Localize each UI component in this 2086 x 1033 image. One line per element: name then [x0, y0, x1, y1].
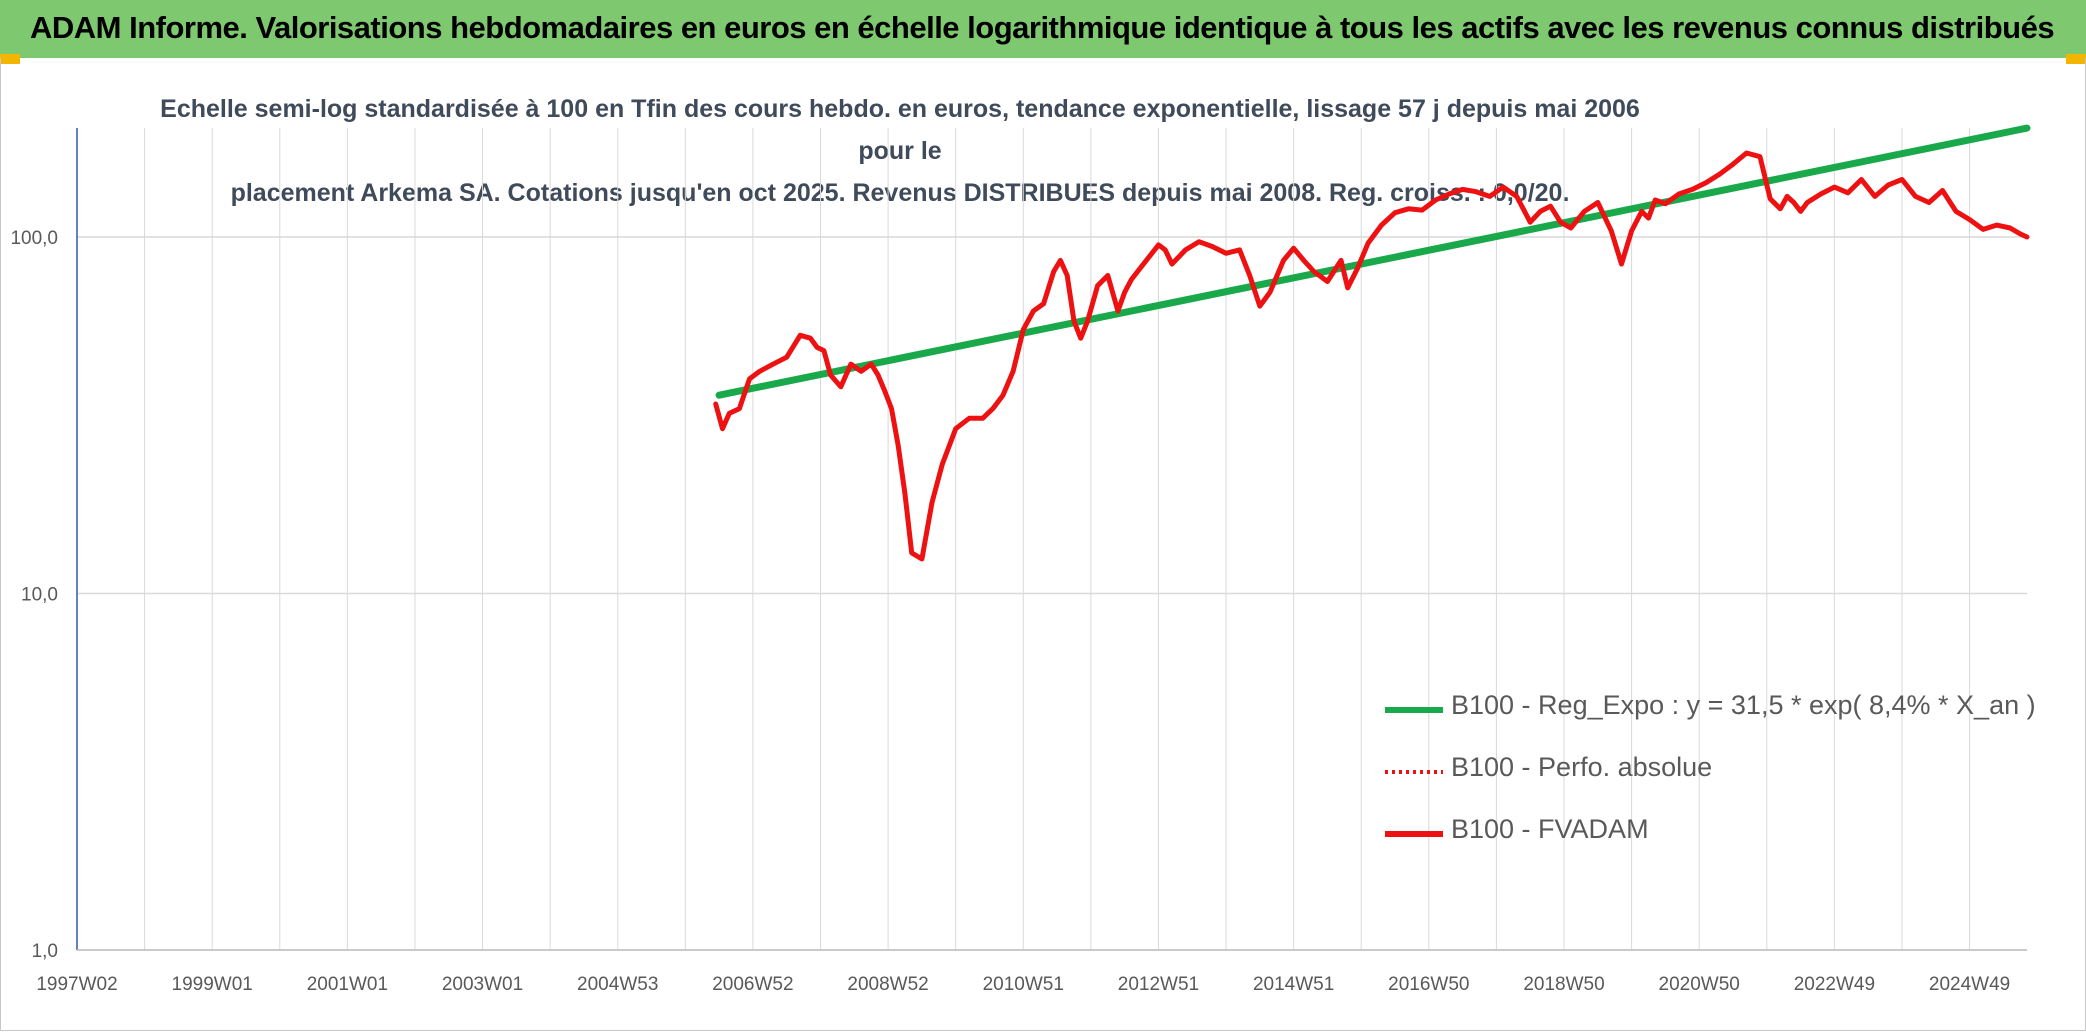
- legend-swatch-perfo: [1385, 770, 1443, 774]
- series: [713, 124, 2031, 562]
- chart-title: Echelle semi-log standardisée à 100 en T…: [150, 88, 1650, 214]
- x-tick-label: 2003W01: [442, 974, 523, 995]
- x-tick-label: 2010W51: [983, 974, 1064, 995]
- series-line-2: [713, 150, 2030, 562]
- x-tick-label: 2024W49: [1929, 974, 2010, 995]
- x-tick-label: 2014W51: [1253, 974, 1334, 995]
- y-tick-label: 1,0: [32, 941, 58, 962]
- x-tick-label: 2016W50: [1388, 974, 1469, 995]
- grid: [76, 128, 2027, 951]
- legend-label-trend: B100 - Reg_Expo : y = 31,5 * exp( 8,4% *…: [1451, 690, 2036, 720]
- report-title: ADAM Informe. Valorisations hebdomadaire…: [30, 10, 2055, 45]
- x-tick-label: 2008W52: [847, 974, 928, 995]
- legend-swatch-fvadam: [1385, 831, 1443, 837]
- report-banner: ADAM Informe. Valorisations hebdomadaire…: [0, 0, 2086, 58]
- legend-label-perfo: B100 - Perfo. absolue: [1451, 752, 1713, 782]
- x-tick-label: 2018W50: [1523, 974, 1604, 995]
- chart-title-line-2: placement Arkema SA. Cotations jusqu'en …: [230, 179, 1570, 207]
- x-tick-label: 2004W53: [577, 974, 658, 995]
- x-tick-label: 2001W01: [307, 974, 388, 995]
- x-tick-label: 2022W49: [1794, 974, 1875, 995]
- x-tick-label: 1999W01: [172, 974, 253, 995]
- chart-title-line-1: Echelle semi-log standardisée à 100 en T…: [160, 95, 1640, 165]
- series-line-0: [715, 124, 2031, 399]
- corner-marker-left: [0, 54, 20, 64]
- legend-label-fvadam: B100 - FVADAM: [1451, 814, 1649, 844]
- x-tick-label: 2006W52: [712, 974, 793, 995]
- y-tick-label: 10,0: [21, 585, 58, 606]
- y-tick-label: 100,0: [10, 228, 58, 249]
- legend-swatch-trend: [1385, 707, 1443, 713]
- x-tick-label: 2020W50: [1659, 974, 1740, 995]
- x-tick-label: 2012W51: [1118, 974, 1199, 995]
- axes: 100,0 10,0 1,0 1997W02 1999W01 2001W01 2003W01…: [10, 128, 2027, 995]
- x-tick-label: 1997W02: [36, 974, 117, 995]
- corner-marker-right: [2066, 54, 2086, 64]
